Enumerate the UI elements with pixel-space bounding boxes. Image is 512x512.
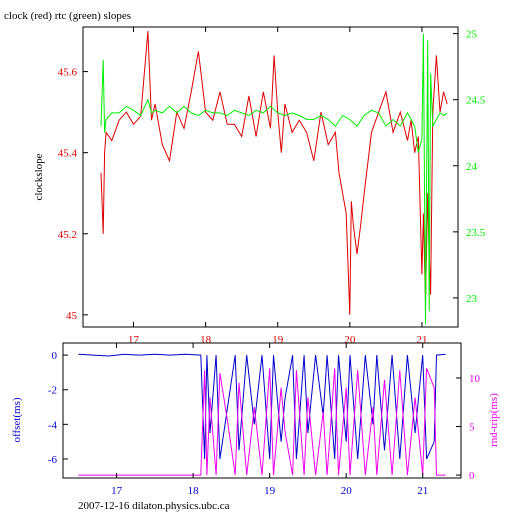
bottom-series-group xyxy=(78,353,446,476)
bottom-left-y-ticks: 0 -2 -4 -6 xyxy=(48,350,68,466)
x-tick-label: 18 xyxy=(188,485,200,497)
top-chart-panel: 17 18 19 20 21 45 45.2 45.4 45.6 23 23.5 24 24.5 25… xyxy=(33,26,486,346)
bottom-x-ticks: 17 18 19 20 21 xyxy=(111,343,428,497)
top-y-axis-label: clockslope xyxy=(33,153,45,200)
left-y-tick-label: 45.6 xyxy=(58,67,78,79)
left-y-tick-label: 0 xyxy=(52,350,58,362)
x-tick-label: 18 xyxy=(200,334,212,346)
top-chart-title: clock (red) rtc (green) slopes xyxy=(4,10,131,22)
right-y-tick-label: 5 xyxy=(469,422,475,434)
series-line-1 xyxy=(78,368,446,476)
bottom-plot-frame xyxy=(62,342,462,479)
left-y-tick-label: -6 xyxy=(48,454,58,466)
footer-host-date: 2007-12-16 dilaton.physics.ubc.ca xyxy=(78,500,230,512)
x-tick-label: 19 xyxy=(264,485,276,497)
x-tick-label: 20 xyxy=(341,485,353,497)
x-tick-label: 19 xyxy=(272,334,284,346)
top-plot-frame xyxy=(82,26,459,328)
top-series-group xyxy=(100,31,448,325)
left-y-tick-label: 45.4 xyxy=(58,148,78,160)
top-left-y-ticks: 45 45.2 45.4 45.6 xyxy=(58,67,88,322)
top-x-ticks: 17 18 19 20 21 xyxy=(128,27,427,346)
series-line-0 xyxy=(100,31,448,315)
x-tick-label: 21 xyxy=(416,334,427,346)
series-line-0 xyxy=(78,353,446,460)
x-tick-label: 17 xyxy=(111,485,123,497)
series-line-1 xyxy=(100,33,448,325)
right-y-tick-label: 23 xyxy=(466,293,478,305)
top-right-y-ticks: 23 23.5 24 24.5 25 xyxy=(453,29,486,305)
x-tick-label: 20 xyxy=(344,334,356,346)
right-y-tick-label: 0 xyxy=(469,470,475,482)
left-y-tick-label: 45.2 xyxy=(58,229,77,241)
bottom-chart-panel: 17 18 19 20 21 0 -2 -4 -6 0 5 10 offset(ms) rnd-t… xyxy=(11,342,500,497)
right-y-tick-label: 10 xyxy=(469,373,481,385)
offset-axis-label: offset(ms) xyxy=(11,397,23,442)
left-y-tick-label: -4 xyxy=(48,419,58,431)
right-y-tick-label: 24.5 xyxy=(466,95,486,107)
bottom-right-y-ticks: 0 5 10 xyxy=(456,373,481,482)
x-tick-label: 21 xyxy=(417,485,428,497)
right-y-tick-label: 25 xyxy=(466,29,478,41)
left-y-tick-label: 45 xyxy=(66,310,78,322)
x-tick-label: 17 xyxy=(128,334,140,346)
left-y-tick-label: -2 xyxy=(48,385,57,397)
right-y-tick-label: 23.5 xyxy=(466,227,486,239)
rndtrip-axis-label: rnd-trip(ms) xyxy=(488,393,500,447)
right-y-tick-label: 24 xyxy=(466,161,478,173)
